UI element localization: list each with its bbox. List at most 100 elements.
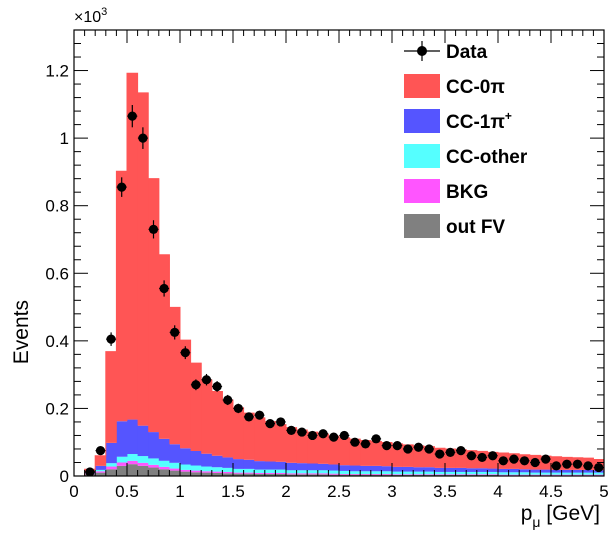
bar-bkg: [116, 462, 128, 466]
bar-cc-0: [116, 171, 128, 422]
bar-out-fv: [381, 474, 393, 476]
bar-out-fv: [370, 474, 382, 476]
legend-label-cc-other: CC-other: [446, 147, 528, 168]
data-point: [276, 417, 286, 427]
bar-cc-other: [286, 470, 297, 474]
axis-ticks: 0 0.5 1 1.5 2 2.5 3 3.5 4 4.5 5 0 0.2 0.4 0.6 0.8 1 1.2: [45, 29, 609, 501]
bar-bkg: [211, 471, 223, 473]
bar-bkg: [466, 474, 478, 475]
bar-cc-other: [190, 465, 202, 471]
data-point: [466, 451, 477, 461]
bar-cc-1: [296, 463, 308, 471]
legend-label-bkg: BKG: [446, 182, 488, 203]
bar-cc-1: [413, 467, 425, 472]
data-point: [413, 442, 424, 452]
bar-cc-1: [487, 468, 499, 472]
bar-cc-other: [201, 466, 213, 472]
bar-cc-0: [264, 421, 276, 462]
data-point: [551, 461, 561, 471]
bar-cc-other: [328, 470, 340, 474]
data-point: [445, 447, 455, 457]
y-tick-label: 1: [60, 129, 69, 148]
legend-label-out-fv: out FV: [446, 217, 505, 238]
histogram-bars: [84, 72, 605, 476]
y-tick-label: 1.2: [45, 62, 69, 81]
bar-cc-other: [158, 460, 170, 467]
bar-bkg: [169, 468, 181, 471]
bar-bkg: [392, 474, 403, 475]
bar-cc-1: [445, 467, 456, 472]
bar-cc-1: [105, 442, 117, 464]
bar-cc-other: [169, 462, 181, 469]
bar-out-fv: [243, 473, 255, 476]
bar-cc-other: [317, 470, 329, 474]
data-point: [223, 395, 233, 405]
data-point: [286, 425, 296, 435]
x-tick-label: 0: [69, 482, 78, 501]
bar-cc-1: [434, 467, 446, 472]
bar-cc-other: [339, 470, 350, 474]
bar-out-fv: [339, 474, 350, 476]
data-point: [530, 457, 540, 468]
bar-cc-1: [381, 466, 393, 472]
bar-bkg: [540, 474, 552, 476]
data-point: [233, 403, 243, 414]
data-point: [350, 437, 360, 447]
bar-cc-0: [286, 427, 297, 463]
bar-cc-1: [455, 467, 467, 472]
data-point: [583, 461, 593, 471]
data-point: [572, 459, 583, 469]
bar-bkg: [307, 473, 319, 475]
y-tick-label: 0.2: [45, 399, 69, 418]
bar-cc-0: [211, 391, 223, 456]
bar-cc-0: [349, 439, 361, 466]
bar-cc-0: [296, 430, 308, 464]
y-tick-label: 0.6: [45, 264, 69, 283]
bar-cc-other: [233, 468, 244, 473]
bar-cc-other: [127, 454, 138, 461]
bar-cc-1: [222, 457, 234, 468]
x-tick-label: 2.5: [327, 482, 351, 501]
legend: Data CC-0π CC-1π+ CC-other BKG out FV: [404, 41, 528, 238]
data-point: [339, 430, 349, 441]
data-point: [117, 182, 127, 192]
bar-out-fv: [158, 469, 170, 476]
bar-out-fv: [307, 474, 319, 476]
bar-cc-0: [381, 442, 393, 467]
bar-cc-0: [95, 455, 107, 466]
bar-cc-1: [402, 466, 414, 472]
bar-out-fv: [296, 474, 308, 476]
data-point: [509, 454, 519, 464]
bar-cc-other: [551, 472, 562, 475]
bar-cc-0: [105, 351, 117, 443]
legend-swatch-cc-other: [404, 144, 440, 168]
bar-cc-other: [582, 472, 594, 475]
legend-swatch-bkg: [404, 179, 440, 203]
bar-bkg: [349, 473, 361, 475]
bar-cc-other: [105, 463, 117, 467]
bar-cc-0: [243, 413, 255, 460]
bar-bkg: [413, 474, 425, 475]
bar-out-fv: [286, 474, 297, 476]
bar-bkg: [360, 473, 372, 475]
bar-cc-other: [148, 458, 160, 465]
bar-cc-1: [339, 465, 350, 471]
bar-bkg: [254, 472, 266, 474]
data-points: [84, 105, 604, 477]
bar-cc-0: [254, 417, 266, 462]
data-point: [106, 334, 116, 344]
bar-cc-other: [508, 472, 520, 475]
data-point: [329, 432, 339, 442]
x-tick-label: 2: [281, 482, 290, 501]
bar-cc-1: [508, 468, 520, 473]
bar-out-fv: [169, 470, 181, 476]
data-point: [318, 429, 328, 439]
bar-cc-other: [572, 472, 584, 475]
bar-cc-1: [317, 463, 329, 471]
y-multiplier: ×103: [74, 6, 107, 26]
legend-swatch-out-fv: [404, 214, 440, 238]
data-point: [477, 452, 487, 463]
bar-cc-1: [169, 444, 181, 463]
data-point: [180, 348, 190, 358]
bar-cc-1: [476, 468, 488, 472]
